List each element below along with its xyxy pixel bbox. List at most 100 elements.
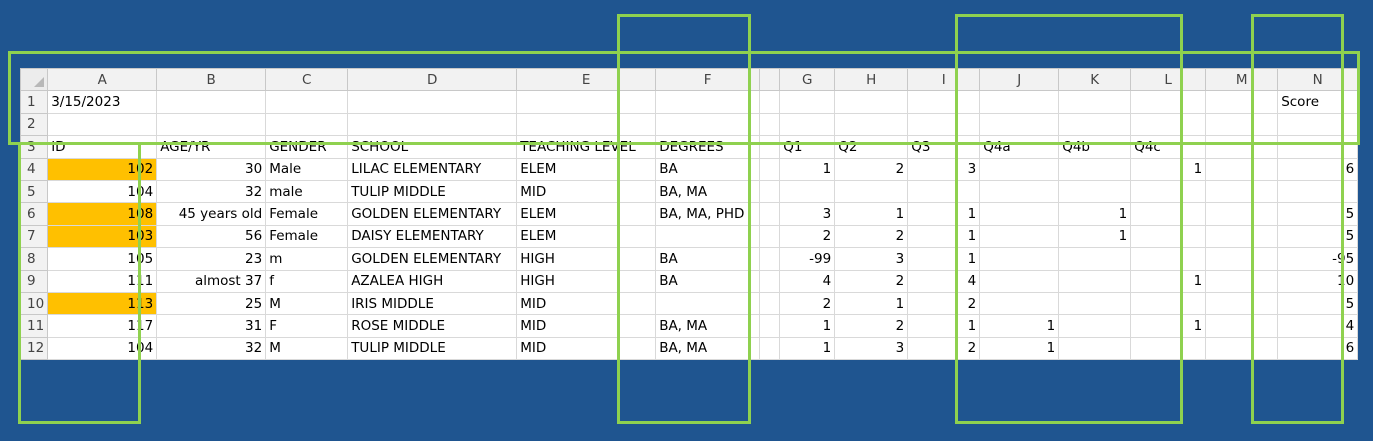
cell-l3[interactable]: Q4c: [1130, 135, 1207, 159]
cell-h9[interactable]: 2: [834, 269, 909, 293]
cell-n12[interactable]: 6: [1277, 336, 1359, 361]
cell-i2[interactable]: [907, 112, 981, 137]
cell-n5[interactable]: [1277, 179, 1359, 204]
cell-e4[interactable]: ELEM: [516, 157, 657, 181]
cell-l9[interactable]: 1: [1130, 269, 1207, 293]
cell-h10[interactable]: 1: [834, 291, 909, 316]
cell-c2[interactable]: [265, 112, 349, 137]
cell-d5[interactable]: TULIP MIDDLE: [347, 179, 518, 204]
cell-a11[interactable]: 117: [47, 314, 158, 338]
cell-l12[interactable]: [1130, 336, 1207, 361]
cell-i11[interactable]: 1: [907, 314, 981, 338]
cell-m7[interactable]: [1205, 224, 1279, 249]
cell-b3[interactable]: AGE/YR: [156, 135, 267, 159]
cell-i10[interactable]: 2: [907, 291, 981, 316]
cell-c11[interactable]: F: [265, 314, 349, 338]
cell-a7[interactable]: 103: [47, 224, 158, 249]
cell-j2[interactable]: [979, 112, 1060, 137]
cell-k6[interactable]: 1: [1058, 202, 1132, 226]
column-header-d[interactable]: D: [347, 67, 518, 92]
cell-h2[interactable]: [834, 112, 909, 137]
cell-g5[interactable]: [779, 179, 836, 204]
cell-h3[interactable]: Q2: [834, 135, 909, 159]
cell-a5[interactable]: 104: [47, 179, 158, 204]
cell-j4[interactable]: [979, 157, 1060, 181]
column-header-c[interactable]: C: [265, 67, 349, 92]
cell-b6[interactable]: 45 years old: [156, 202, 267, 226]
cell-a3[interactable]: ID: [47, 135, 158, 159]
cell-a10[interactable]: 113: [47, 291, 158, 316]
cell-c6[interactable]: Female: [265, 202, 349, 226]
cell-e2[interactable]: [516, 112, 657, 137]
cell-g7[interactable]: 2: [779, 224, 836, 249]
cell-l8[interactable]: [1130, 247, 1207, 271]
cell-f8[interactable]: BA: [655, 247, 761, 271]
cell-l7[interactable]: [1130, 224, 1207, 249]
cell-d11[interactable]: ROSE MIDDLE: [347, 314, 518, 338]
cell-i9[interactable]: 4: [907, 269, 981, 293]
cell-k7[interactable]: 1: [1058, 224, 1132, 249]
cell-i7[interactable]: 1: [907, 224, 981, 249]
cell-f2[interactable]: [655, 112, 761, 137]
cell-d4[interactable]: LILAC ELEMENTARY: [347, 157, 518, 181]
column-header-b[interactable]: B: [156, 67, 267, 92]
cell-b7[interactable]: 56: [156, 224, 267, 249]
cell-m12[interactable]: [1205, 336, 1279, 361]
cell-n7[interactable]: 5: [1277, 224, 1359, 249]
cell-a6[interactable]: 108: [47, 202, 158, 226]
column-header-g[interactable]: G: [779, 67, 836, 92]
cell-h11[interactable]: 2: [834, 314, 909, 338]
cell-c9[interactable]: f: [265, 269, 349, 293]
cell-m4[interactable]: [1205, 157, 1279, 181]
cell-j5[interactable]: [979, 179, 1060, 204]
cell-f1[interactable]: [655, 90, 761, 114]
cell-k10[interactable]: [1058, 291, 1132, 316]
cell-m9[interactable]: [1205, 269, 1279, 293]
cell-d8[interactable]: GOLDEN ELEMENTARY: [347, 247, 518, 271]
cell-j6[interactable]: [979, 202, 1060, 226]
cell-c8[interactable]: m: [265, 247, 349, 271]
cell-g1[interactable]: [779, 90, 836, 114]
row-header[interactable]: 4: [19, 157, 49, 181]
cell-d12[interactable]: TULIP MIDDLE: [347, 336, 518, 361]
cell-h1[interactable]: [834, 90, 909, 114]
cell-k8[interactable]: [1058, 247, 1132, 271]
cell-h8[interactable]: 3: [834, 247, 909, 271]
row-header[interactable]: 12: [19, 336, 49, 361]
cell-f4[interactable]: BA: [655, 157, 761, 181]
cell-c4[interactable]: Male: [265, 157, 349, 181]
cell-e7[interactable]: ELEM: [516, 224, 657, 249]
cell-b11[interactable]: 31: [156, 314, 267, 338]
row-header[interactable]: 10: [19, 291, 49, 316]
cell-g9[interactable]: 4: [779, 269, 836, 293]
cell-n11[interactable]: 4: [1277, 314, 1359, 338]
cell-m1[interactable]: [1205, 90, 1279, 114]
cell-d1[interactable]: [347, 90, 518, 114]
cell-f6[interactable]: BA, MA, PHD: [655, 202, 761, 226]
cell-k4[interactable]: [1058, 157, 1132, 181]
cell-d3[interactable]: SCHOOL: [347, 135, 518, 159]
cell-j10[interactable]: [979, 291, 1060, 316]
cell-a1[interactable]: 3/15/2023: [47, 90, 158, 114]
cell-f12[interactable]: BA, MA: [655, 336, 761, 361]
cell-b4[interactable]: 30: [156, 157, 267, 181]
cell-f11[interactable]: BA, MA: [655, 314, 761, 338]
cell-e11[interactable]: MID: [516, 314, 657, 338]
cell-g4[interactable]: 1: [779, 157, 836, 181]
cell-l2[interactable]: [1130, 112, 1207, 137]
cell-a12[interactable]: 104: [47, 336, 158, 361]
cell-e6[interactable]: ELEM: [516, 202, 657, 226]
cell-g8[interactable]: -99: [779, 247, 836, 271]
cell-h5[interactable]: [834, 179, 909, 204]
cell-n9[interactable]: 10: [1277, 269, 1359, 293]
row-header[interactable]: 3: [19, 135, 49, 159]
cell-n6[interactable]: 5: [1277, 202, 1359, 226]
cell-j12[interactable]: 1: [979, 336, 1060, 361]
cell-d2[interactable]: [347, 112, 518, 137]
cell-h7[interactable]: 2: [834, 224, 909, 249]
cell-d10[interactable]: IRIS MIDDLE: [347, 291, 518, 316]
cell-b1[interactable]: [156, 90, 267, 114]
cell-e3[interactable]: TEACHING LEVEL: [516, 135, 657, 159]
cell-n8[interactable]: -95: [1277, 247, 1359, 271]
cell-j11[interactable]: 1: [979, 314, 1060, 338]
